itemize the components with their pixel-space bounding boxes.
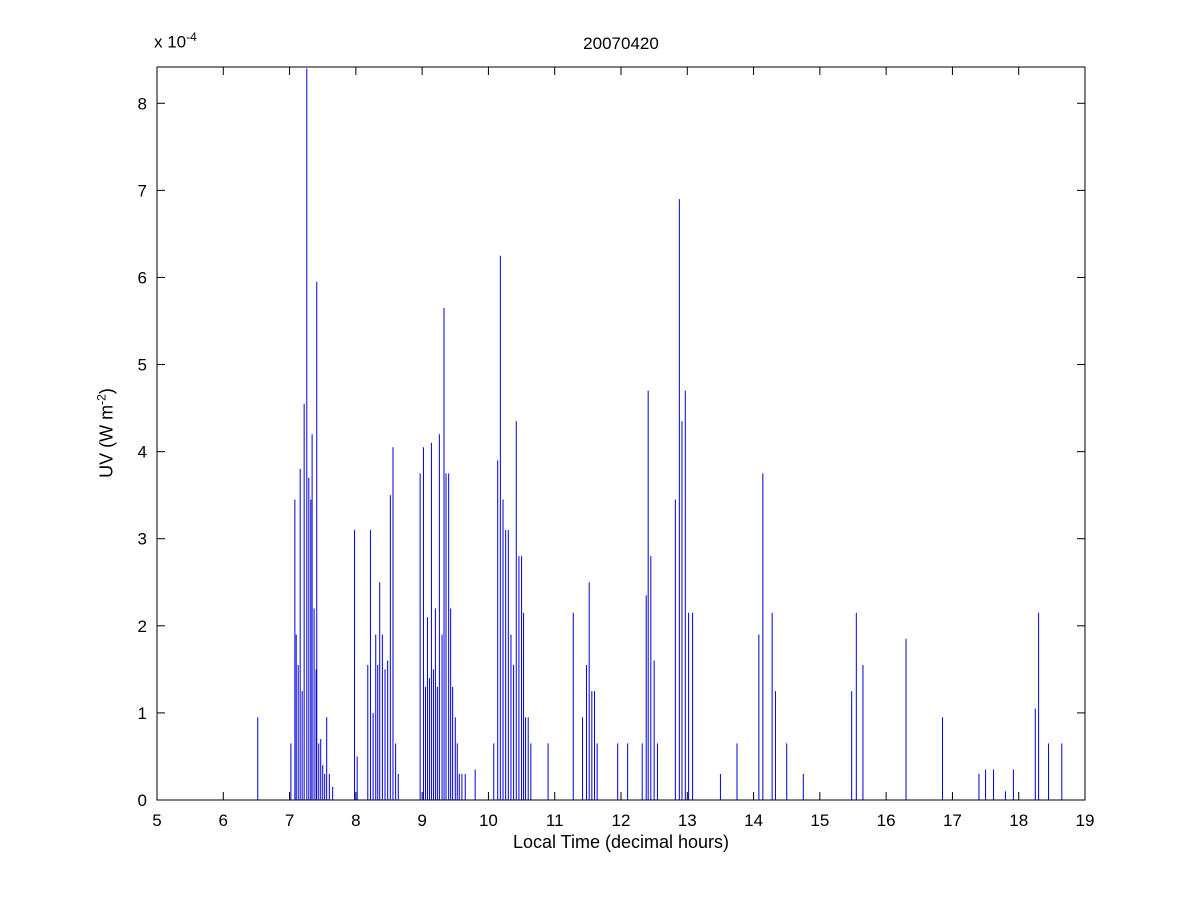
- y-tick-label: 7: [138, 181, 147, 200]
- y-tick-label: 4: [138, 443, 147, 462]
- x-tick-label: 18: [1009, 811, 1028, 830]
- y-tick-label: 5: [138, 356, 147, 375]
- x-tick-label: 8: [351, 811, 360, 830]
- chart-title: 20070420: [583, 34, 659, 53]
- x-tick-label: 7: [285, 811, 294, 830]
- y-axis-label: UV (W m-2): [95, 388, 118, 478]
- y-axis-label-text: UV (W m: [96, 404, 117, 478]
- x-tick-label: 12: [612, 811, 631, 830]
- exponent-base: x 10: [154, 32, 187, 52]
- x-tick-label: 13: [678, 811, 697, 830]
- y-axis-label-exponent: -2: [94, 394, 109, 405]
- y-tick-label: 6: [138, 268, 147, 287]
- x-tick-label: 14: [744, 811, 763, 830]
- x-tick-label: 5: [152, 811, 161, 830]
- y-tick-label: 0: [138, 791, 147, 810]
- y-tick-label: 1: [138, 704, 147, 723]
- x-tick-label: 11: [546, 811, 564, 830]
- x-tick-label: 16: [877, 811, 896, 830]
- y-axis-exponent-label: x 10-4: [154, 30, 197, 53]
- exponent-power: -4: [186, 30, 197, 44]
- y-tick-label: 8: [138, 94, 147, 113]
- y-tick-label: 2: [138, 617, 147, 636]
- y-axis-label-close: ): [96, 388, 117, 395]
- x-tick-label: 15: [810, 811, 829, 830]
- y-tick-label: 3: [138, 530, 147, 549]
- x-tick-label: 17: [943, 811, 962, 830]
- x-axis-label: Local Time (decimal hours): [512, 832, 730, 852]
- x-tick-label: 10: [479, 811, 498, 830]
- x-tick-label: 6: [219, 811, 228, 830]
- x-tick-label: 19: [1076, 811, 1095, 830]
- x-tick-label: 9: [417, 811, 426, 830]
